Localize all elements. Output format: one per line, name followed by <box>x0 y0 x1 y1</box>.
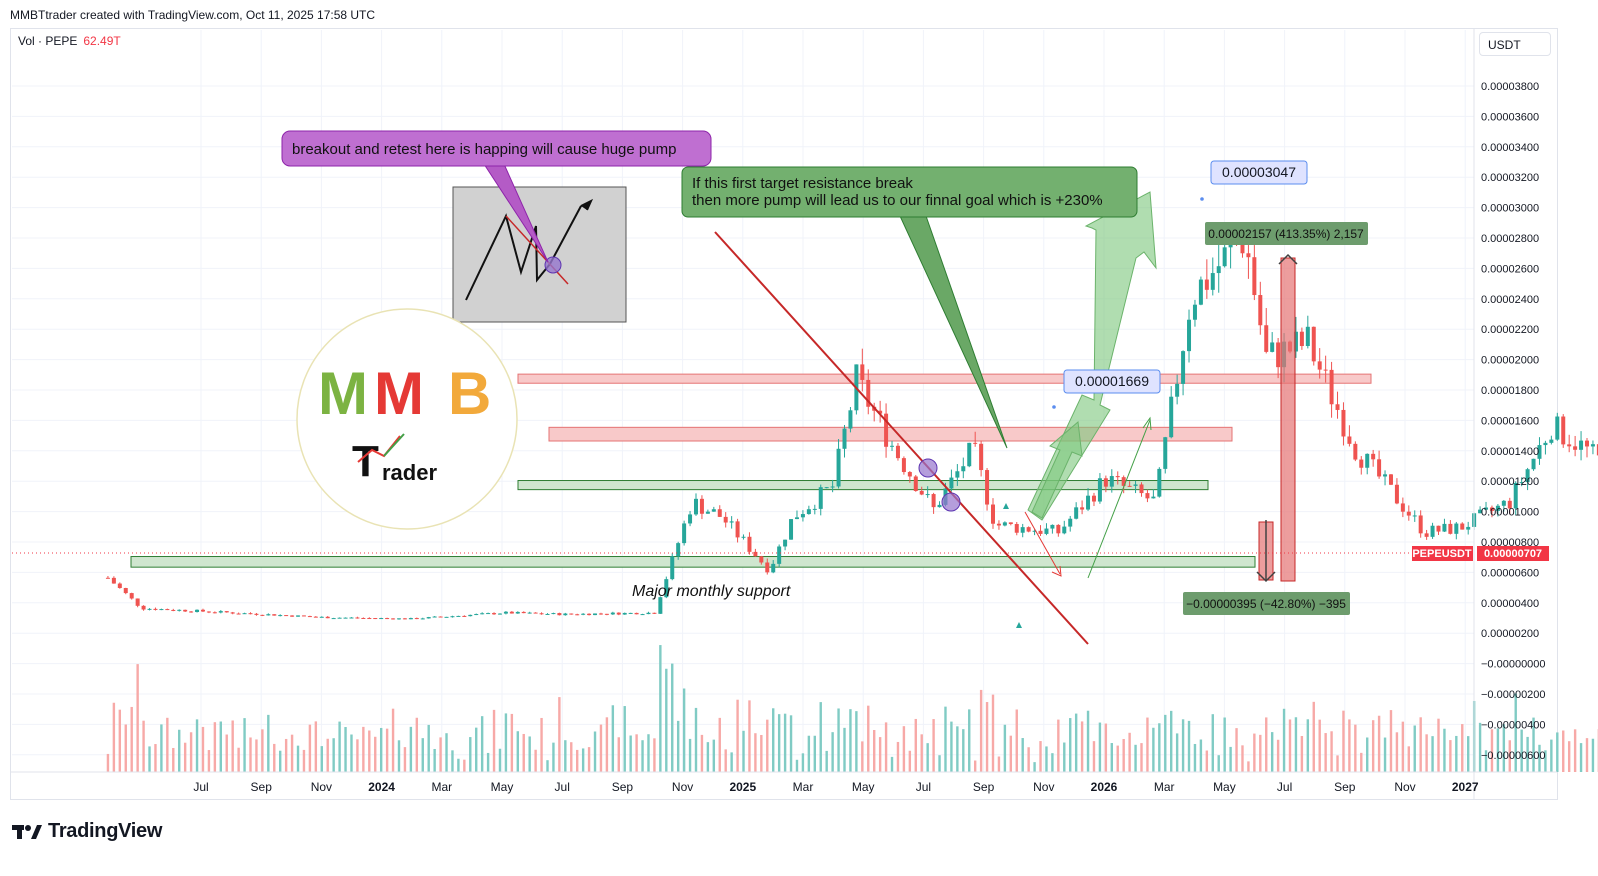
candle-body <box>1567 444 1572 447</box>
candle-body <box>1573 446 1578 450</box>
volume-bar <box>1573 729 1577 772</box>
volume-bar <box>1562 730 1565 772</box>
candle-body <box>1579 440 1584 450</box>
chart-attribution: MMBTtrader created with TradingView.com,… <box>10 8 376 22</box>
candle-body <box>1585 440 1589 447</box>
tradingview-mark-icon <box>12 824 42 839</box>
candle-body <box>1590 444 1595 447</box>
volume-bar <box>1591 738 1595 772</box>
volume-bar <box>1567 741 1571 772</box>
candle-body <box>1561 416 1566 445</box>
volume-bar <box>1585 738 1589 772</box>
chart-frame <box>10 28 1558 800</box>
tradingview-logo[interactable]: TradingView <box>12 820 162 843</box>
volume-legend[interactable]: Vol · PEPE 62.49T <box>18 34 121 48</box>
volume-bar <box>1579 743 1583 772</box>
tradingview-brand: TradingView <box>48 820 163 842</box>
volume-legend-value: 62.49T <box>83 34 121 48</box>
volume-legend-label: Vol · PEPE <box>18 34 78 48</box>
currency-button[interactable]: USDT <box>1479 32 1551 56</box>
